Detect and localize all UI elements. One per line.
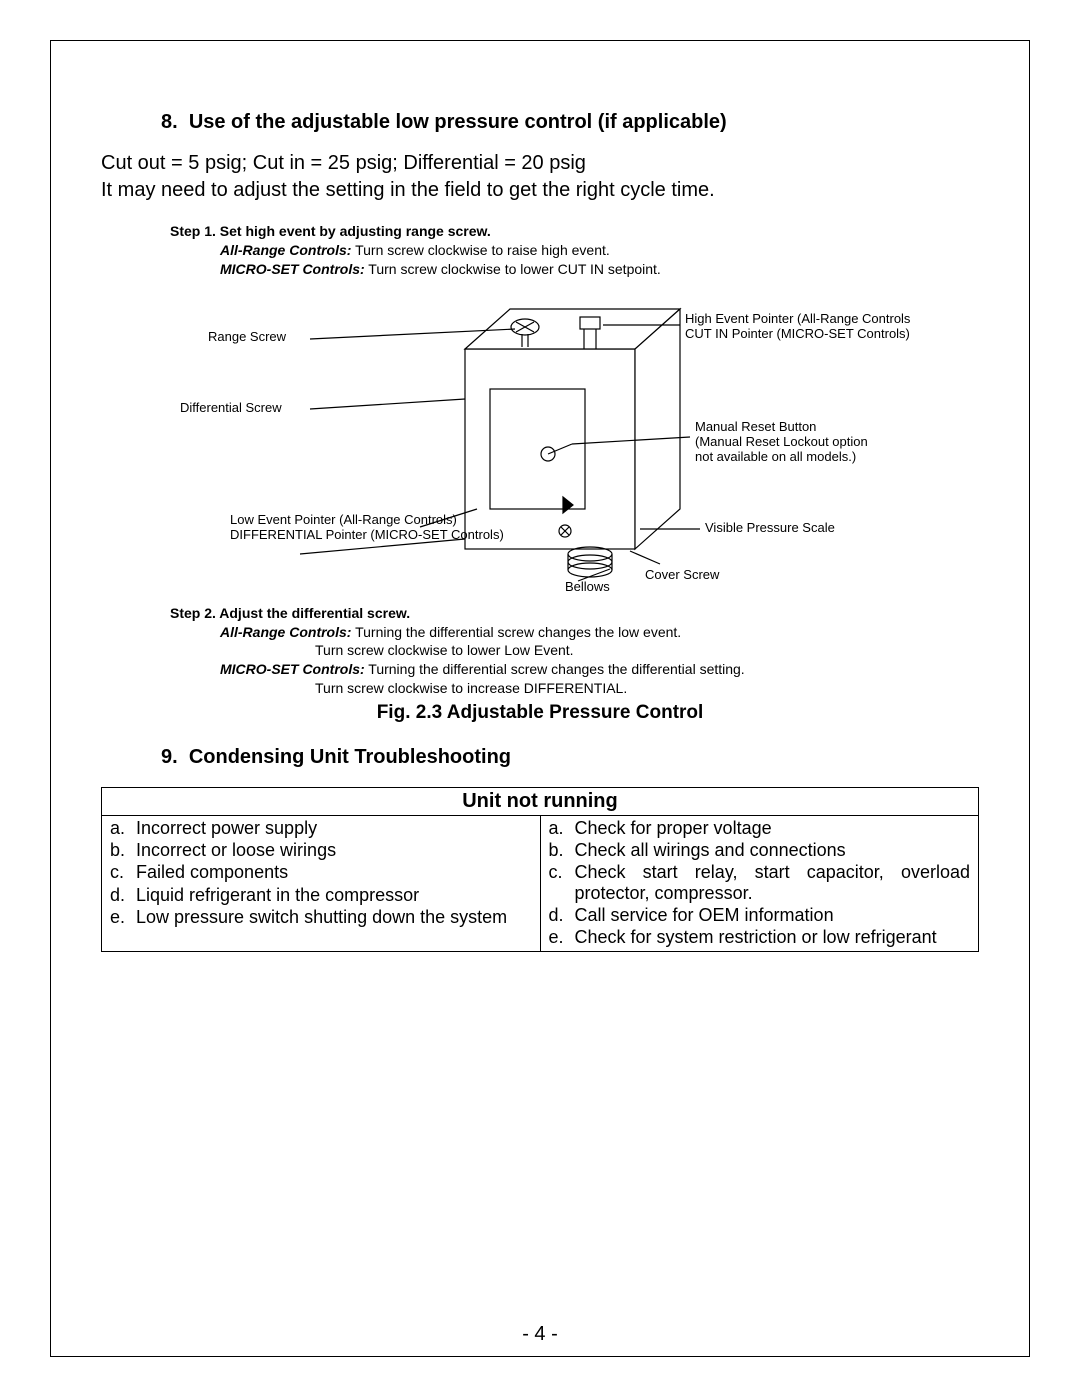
label-reset-2: (Manual Reset Lockout option — [695, 434, 868, 449]
step1-b-label: MICRO-SET Controls: — [220, 261, 365, 277]
step2-b-text: Turning the differential screw changes t… — [365, 661, 745, 677]
label-reset-1: Manual Reset Button — [695, 419, 816, 434]
section9-title: Condensing Unit Troubleshooting — [189, 746, 511, 768]
list-item: e.Check for system restriction or low re… — [549, 927, 971, 948]
section9-number: 9. — [161, 746, 178, 768]
section9-heading: 9. Condensing Unit Troubleshooting — [161, 746, 979, 769]
list-item: c.Check start relay, start capacitor, ov… — [549, 862, 971, 904]
label-visible-scale: Visible Pressure Scale — [705, 520, 835, 535]
label-range-screw: Range Screw — [208, 329, 287, 344]
table-header: Unit not running — [102, 788, 979, 816]
label-diff-screw: Differential Screw — [180, 400, 282, 415]
page-number: - 4 - — [51, 1323, 1029, 1346]
pressure-control-diagram: Range Screw Differential Screw High Even… — [170, 279, 910, 599]
list-item: b.Incorrect or loose wirings — [110, 840, 532, 861]
troubleshooting-table: Unit not running a.Incorrect power suppl… — [101, 787, 979, 952]
table-left-cell: a.Incorrect power supplyb.Incorrect or l… — [102, 816, 541, 952]
table-right-cell: a.Check for proper voltageb.Check all wi… — [540, 816, 979, 952]
label-low-event-1: Low Event Pointer (All-Range Controls) — [230, 512, 457, 527]
page-border: 8. Use of the adjustable low pressure co… — [50, 40, 1030, 1357]
step1-b-text: Turn screw clockwise to lower CUT IN set… — [365, 261, 661, 277]
step2-a-text: Turning the differential screw changes t… — [351, 624, 681, 640]
label-low-event-2: DIFFERENTIAL Pointer (MICRO-SET Controls… — [230, 527, 504, 542]
list-item: d.Call service for OEM information — [549, 905, 971, 926]
step1-a-label: All-Range Controls: — [220, 242, 351, 258]
list-item: e.Low pressure switch shutting down the … — [110, 907, 532, 928]
step2-b-label: MICRO-SET Controls: — [220, 661, 365, 677]
diagram-block: Step 1. Set high event by adjusting rang… — [170, 222, 910, 724]
step2-a-label: All-Range Controls: — [220, 624, 351, 640]
section8-line1: Cut out = 5 psig; Cut in = 25 psig; Diff… — [101, 152, 979, 175]
label-high-event-2: CUT IN Pointer (MICRO-SET Controls) — [685, 326, 910, 341]
step2-title: Step 2. Adjust the differential screw. — [170, 605, 410, 621]
list-item: b.Check all wirings and connections — [549, 840, 971, 861]
section8-title: Use of the adjustable low pressure contr… — [189, 111, 727, 133]
list-item: d.Liquid refrigerant in the compressor — [110, 885, 532, 906]
section8-number: 8. — [161, 111, 178, 133]
step2-b-text2: Turn screw clockwise to increase DIFFERE… — [315, 680, 627, 696]
list-item: a.Check for proper voltage — [549, 818, 971, 839]
figure-caption: Fig. 2.3 Adjustable Pressure Control — [170, 702, 910, 724]
list-item: c.Failed components — [110, 862, 532, 883]
label-cover-screw: Cover Screw — [645, 567, 720, 582]
section8-heading: 8. Use of the adjustable low pressure co… — [161, 111, 979, 134]
step1-a-text: Turn screw clockwise to raise high event… — [351, 242, 609, 258]
label-reset-3: not available on all models.) — [695, 449, 856, 464]
label-high-event-1: High Event Pointer (All-Range Controls) — [685, 311, 910, 326]
label-bellows: Bellows — [565, 579, 610, 594]
list-item: a.Incorrect power supply — [110, 818, 532, 839]
step1-title: Step 1. Set high event by adjusting rang… — [170, 223, 491, 239]
step2-a-text2: Turn screw clockwise to lower Low Event. — [315, 642, 574, 658]
section8-line2: It may need to adjust the setting in the… — [101, 179, 979, 202]
